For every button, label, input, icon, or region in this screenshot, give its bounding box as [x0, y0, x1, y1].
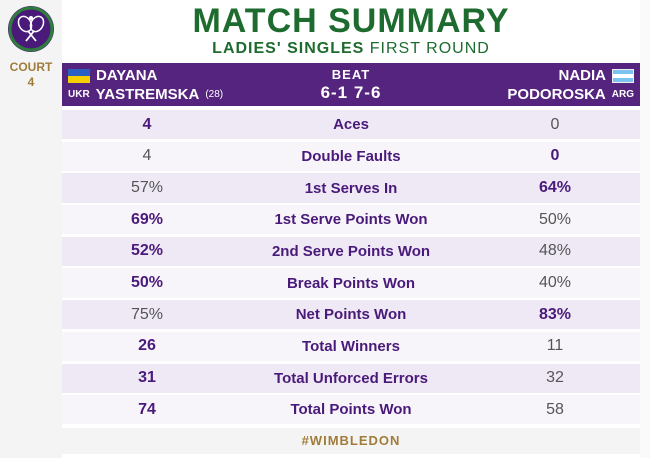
stat-label: Aces [333, 116, 369, 134]
player1-block: DAYANA UKR YASTREMSKA (28) [68, 67, 223, 103]
player1-stat-value: 74 [138, 400, 156, 418]
stat-row: 26 Total Winners 11 [62, 331, 640, 362]
player2-stat-value: 48% [538, 242, 572, 260]
player1-stat-value: 69% [130, 210, 164, 228]
stat-row: 74 Total Points Won 58 [62, 395, 640, 425]
stat-row: 57% 1st Serves In 64% [62, 173, 640, 203]
event-name: LADIES' SINGLES [212, 40, 365, 57]
player2-stat-value: 0 [550, 147, 560, 165]
stat-row: 69% 1st Serve Points Won 50% [62, 205, 640, 235]
wimbledon-logo [8, 6, 54, 52]
stat-row: 31 Total Unforced Errors 32 [62, 363, 640, 393]
court-label: COURT 4 [0, 60, 62, 90]
player1-stat-value: 52% [130, 242, 164, 260]
player2-stat-value: 50% [538, 210, 572, 228]
court-number: 4 [27, 75, 35, 89]
player2-stat-value: 32 [546, 369, 564, 387]
stat-label: 1st Serves In [304, 179, 398, 197]
stat-label: Total Winners [302, 337, 400, 355]
stat-row: 50% Break Points Won 40% [62, 268, 640, 298]
argentina-flag-icon [612, 68, 634, 83]
event-subtitle: LADIES' SINGLES FIRST ROUND [62, 40, 640, 58]
player2-stat-value: 40% [538, 274, 572, 292]
player2-stat-value: 64% [538, 179, 572, 197]
player2-first-name: NADIA [558, 67, 607, 84]
player1-stat-value: 50% [130, 274, 164, 292]
page-title: MATCH SUMMARY [192, 2, 510, 40]
player1-stat-value: 57% [130, 179, 164, 197]
result-word: BEAT [331, 67, 371, 82]
player1-stat-value: 75% [130, 305, 164, 323]
crossed-rackets-icon [8, 6, 54, 52]
player1-stat-value: 4 [142, 147, 152, 165]
sidebar: COURT 4 [0, 0, 62, 458]
stat-label: Total Unforced Errors [274, 369, 428, 387]
hashtag-footer: #WIMBLEDON [62, 428, 640, 454]
player2-stat-value: 83% [538, 305, 572, 323]
player1-country: UKR [68, 89, 90, 100]
player1-seed: (28) [205, 89, 224, 100]
player1-stat-value: 26 [138, 337, 156, 355]
player2-stat-value: 0 [550, 115, 560, 133]
match-result: BEAT 6-1 7-6 [276, 67, 426, 103]
stat-row: 75% Net Points Won 83% [62, 300, 640, 330]
player2-block: NADIA PODOROSKA ARG [507, 67, 634, 103]
stat-label: Double Faults [301, 147, 401, 165]
court-word: COURT [9, 60, 53, 74]
player2-stat-value: 11 [546, 337, 564, 355]
stat-label: Total Points Won [290, 401, 412, 419]
ukraine-flag-icon [68, 68, 90, 83]
stats-table: 4 Aces 0 4 Double Faults 0 57% 1st Serves In 64%… [62, 110, 640, 427]
player1-first-name: DAYANA [96, 67, 158, 84]
stat-label: 1st Serve Points Won [274, 211, 428, 229]
player2-stat-value: 58 [546, 400, 564, 418]
match-header: DAYANA UKR YASTREMSKA (28) BEAT 6-1 7-6 … [62, 63, 640, 106]
right-edge [640, 0, 650, 458]
round-name: FIRST ROUND [369, 40, 490, 57]
stat-row: 4 Aces 0 [62, 110, 640, 140]
match-score: 6-1 7-6 [320, 83, 382, 102]
stat-row: 52% 2nd Serve Points Won 48% [62, 236, 640, 267]
player2-country: ARG [611, 89, 634, 100]
player2-last-name: PODOROSKA [507, 86, 606, 103]
stat-label: 2nd Serve Points Won [271, 242, 431, 260]
stat-label: Net Points Won [295, 306, 407, 324]
player1-stat-value: 4 [142, 115, 152, 133]
stat-row: 4 Double Faults 0 [62, 141, 640, 171]
stat-label: Break Points Won [286, 274, 416, 292]
player1-last-name: YASTREMSKA [95, 86, 200, 103]
player1-stat-value: 31 [138, 369, 156, 387]
